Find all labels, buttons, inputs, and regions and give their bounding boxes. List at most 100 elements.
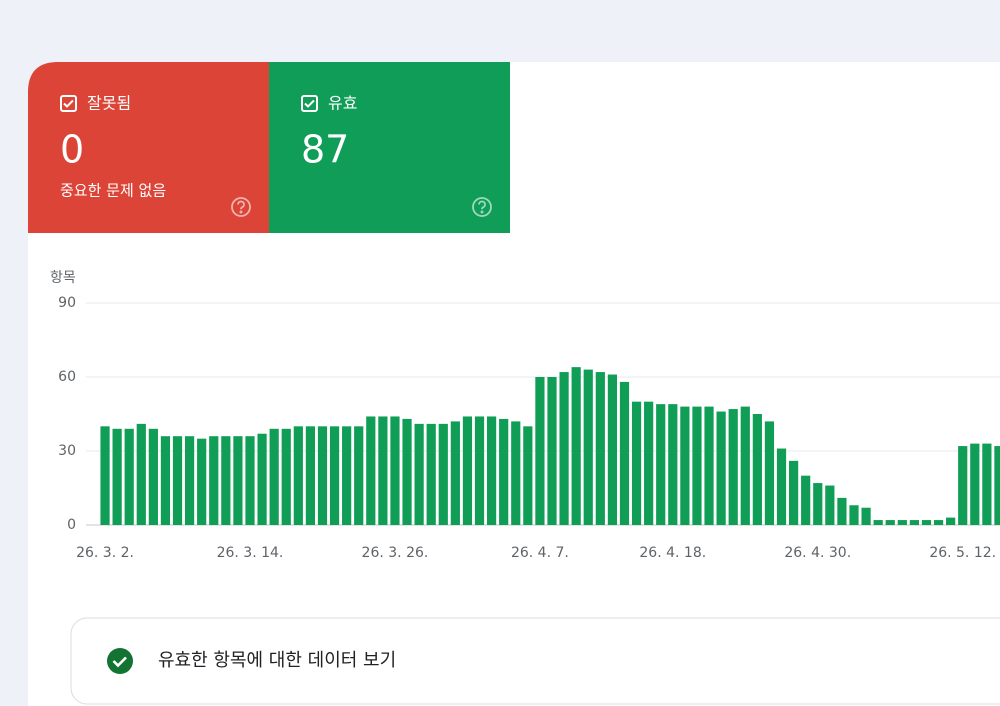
bar — [281, 428, 291, 525]
bar — [426, 423, 436, 525]
bar — [366, 416, 376, 525]
x-tick-label: 26. 4. 7. — [511, 545, 569, 561]
bar — [776, 448, 787, 525]
y-axis-label: 항목 — [50, 270, 76, 286]
x-tick-label: 26. 3. 14. — [217, 545, 284, 561]
bar — [656, 404, 666, 525]
bar — [487, 416, 497, 525]
bar — [523, 426, 533, 525]
bar — [571, 367, 581, 525]
chart: 0 30 60 90 26. 3. 2. 26. 3. 14. 26. 3. 26. 26. … — [58, 295, 1000, 561]
checkbox[interactable] — [301, 95, 318, 112]
bar — [970, 443, 980, 525]
bar — [994, 446, 1000, 525]
bar — [124, 428, 134, 525]
bar — [414, 423, 424, 525]
bar — [849, 505, 859, 525]
checkbox[interactable] — [60, 95, 77, 112]
bar — [728, 409, 738, 525]
y-tick-label: 90 — [58, 295, 76, 311]
bar — [100, 426, 110, 525]
bar — [921, 520, 932, 525]
bar — [221, 436, 231, 525]
bar — [946, 517, 956, 525]
bar — [354, 426, 364, 525]
bar — [752, 414, 762, 525]
bar — [148, 428, 158, 525]
bar — [740, 406, 750, 525]
bar — [837, 497, 847, 525]
bar — [438, 423, 448, 525]
x-tick-label: 26. 3. 26. — [362, 545, 429, 561]
bar — [197, 438, 207, 525]
bar — [462, 416, 473, 525]
bar — [559, 372, 569, 525]
bar — [668, 404, 678, 525]
check-icon — [107, 648, 133, 674]
bar — [547, 377, 557, 525]
bar — [764, 421, 775, 525]
bar — [329, 426, 340, 525]
bar — [535, 377, 545, 525]
tile-label: 잘못됨 — [87, 94, 131, 113]
bar — [317, 426, 328, 525]
bar — [511, 421, 521, 525]
bar — [982, 443, 992, 525]
bar — [644, 401, 654, 525]
bar — [450, 421, 460, 525]
x-tick-label: 26. 5. 12. — [929, 545, 996, 561]
x-tick-label: 26. 3. 2. — [76, 545, 134, 561]
bar — [897, 520, 907, 525]
tile-value: 87 — [301, 128, 349, 172]
help-icon[interactable] — [231, 197, 251, 217]
valid-tile[interactable] — [269, 62, 510, 233]
bar — [305, 426, 315, 525]
bar — [631, 401, 642, 525]
bar — [789, 460, 799, 525]
tile-label: 유효 — [328, 94, 357, 113]
bar — [595, 372, 605, 525]
error-tile[interactable] — [28, 62, 269, 233]
bar — [583, 369, 593, 525]
tile-description: 중요한 문제 없음 — [60, 182, 166, 200]
bar — [390, 416, 400, 525]
bar — [342, 426, 352, 525]
bar — [257, 433, 267, 525]
bar — [801, 475, 811, 525]
bar — [619, 381, 630, 525]
bar — [607, 374, 617, 525]
check-mark — [112, 656, 127, 668]
bar — [909, 520, 919, 525]
link-text[interactable]: 유효한 항목에 대한 데이터 보기 — [158, 650, 396, 671]
y-tick-label: 0 — [67, 517, 76, 533]
bar — [474, 416, 485, 525]
bar — [885, 520, 895, 525]
link-card[interactable] — [70, 617, 1000, 705]
bar — [813, 483, 823, 525]
bar — [209, 436, 219, 525]
bar — [245, 436, 255, 525]
bar — [958, 446, 968, 525]
y-tick-label: 60 — [58, 369, 76, 385]
bar — [172, 436, 183, 525]
bar — [499, 418, 509, 525]
x-tick-label: 26. 4. 18. — [639, 545, 706, 561]
bar — [873, 520, 883, 525]
bar — [680, 406, 690, 525]
help-icon[interactable] — [472, 197, 492, 217]
bar — [704, 406, 714, 525]
y-tick-label: 30 — [58, 443, 76, 459]
bar — [825, 485, 835, 525]
bar — [293, 426, 303, 525]
tile-value: 0 — [60, 128, 84, 172]
x-tick-label: 26. 4. 30. — [784, 545, 851, 561]
bar — [692, 406, 702, 525]
bar — [269, 428, 279, 525]
bar — [716, 411, 726, 525]
bar — [378, 416, 388, 525]
bar — [185, 436, 195, 525]
bar — [933, 520, 944, 525]
bar — [402, 418, 412, 525]
